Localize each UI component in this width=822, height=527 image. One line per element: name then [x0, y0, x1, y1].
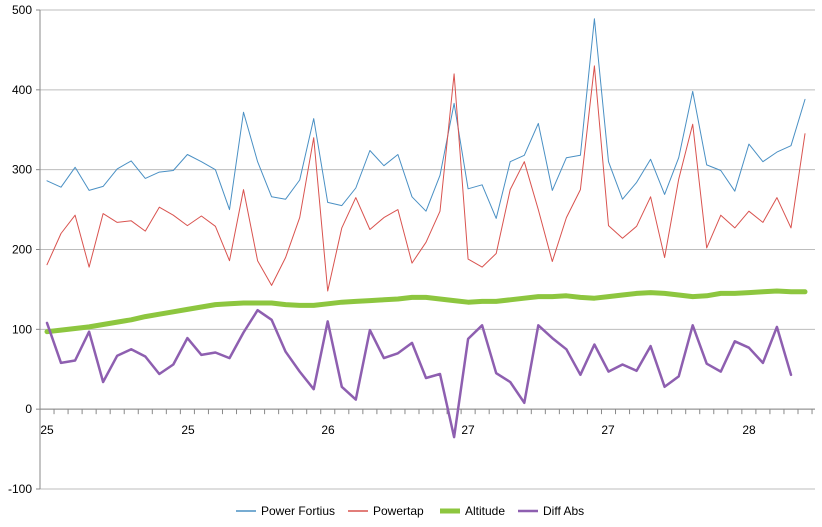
- y-tick-label: 200: [12, 243, 32, 257]
- y-tick-label: -100: [8, 482, 32, 496]
- legend-label: Altitude: [465, 504, 505, 518]
- legend: Power Fortius Powertap Altitude Diff Abs: [236, 504, 584, 518]
- y-tick-label: 300: [12, 163, 32, 177]
- x-axis-ticks: 25 25 26 27 27 28: [40, 423, 756, 437]
- x-tick-label: 25: [40, 423, 54, 437]
- series-lines: [44, 18, 808, 439]
- gridlines: [40, 9, 815, 490]
- legend-label: Diff Abs: [543, 504, 584, 518]
- series-line-powertap: [46, 65, 806, 292]
- series-line-diff-abs: [45, 308, 793, 439]
- x-tick-label: 28: [742, 423, 756, 437]
- y-tick-label: 0: [25, 402, 32, 416]
- legend-label: Powertap: [373, 504, 424, 518]
- x-tick-label: 25: [181, 423, 195, 437]
- y-tick-label: 500: [12, 3, 32, 17]
- y-tick-label: 100: [12, 322, 32, 336]
- x-tick-label: 27: [601, 423, 615, 437]
- series-line-power-fortius: [46, 18, 806, 219]
- y-tick-label: 400: [12, 83, 32, 97]
- x-tick-label: 26: [321, 423, 335, 437]
- axes: [36, 9, 815, 490]
- x-tick-label: 27: [461, 423, 475, 437]
- series-line-altitude: [44, 288, 808, 335]
- legend-label: Power Fortius: [261, 504, 335, 518]
- y-axis-ticks: -100 0 100 200 300 400 500: [8, 3, 32, 496]
